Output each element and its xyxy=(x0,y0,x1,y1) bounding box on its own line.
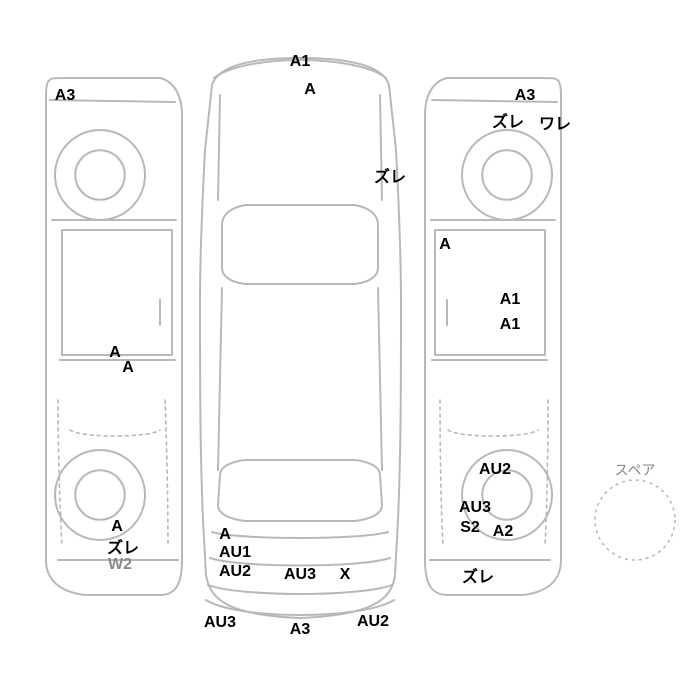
label-AU2-bumper-r: AU2 xyxy=(357,613,389,631)
label-A3-left-top: A3 xyxy=(55,87,75,105)
label-zure-left-rear: ズレ xyxy=(107,534,139,558)
label-AU3-right-rear: AU3 xyxy=(459,499,491,517)
label-A1-right-door-1: A1 xyxy=(500,291,520,309)
label-AU1-trunk: AU1 xyxy=(219,544,251,562)
label-ware-right-top: ワレ xyxy=(539,110,571,134)
label-W2-left-rear: W2 xyxy=(108,556,132,574)
label-AU3-bumper-l: AU3 xyxy=(204,614,236,632)
label-A-trunk: A xyxy=(219,526,231,544)
label-A-right-fender: A xyxy=(439,236,451,254)
label-A1-top: A1 xyxy=(290,53,310,71)
label-S2-right-rear: S2 xyxy=(460,519,480,537)
label-zure-hood: ズレ xyxy=(374,163,406,187)
spare-label: スペア xyxy=(614,460,655,480)
label-A-left-door-1: A xyxy=(109,344,121,362)
label-A-left-door-2: A xyxy=(122,359,134,377)
label-A1-right-door-2: A1 xyxy=(500,316,520,334)
label-A3-bumper: A3 xyxy=(290,621,310,639)
label-AU3-trunk: AU3 xyxy=(284,566,316,584)
label-zure-right-top: ズレ xyxy=(492,108,524,132)
label-A3-right-top: A3 xyxy=(515,87,535,105)
label-A-top: A xyxy=(304,81,316,99)
label-A2-right-rear: A2 xyxy=(493,523,513,541)
label-AU2-trunk: AU2 xyxy=(219,563,251,581)
label-zure-right-rear: ズレ xyxy=(462,563,494,587)
label-X-trunk: X xyxy=(340,566,351,584)
label-AU2-right-rear: AU2 xyxy=(479,461,511,479)
